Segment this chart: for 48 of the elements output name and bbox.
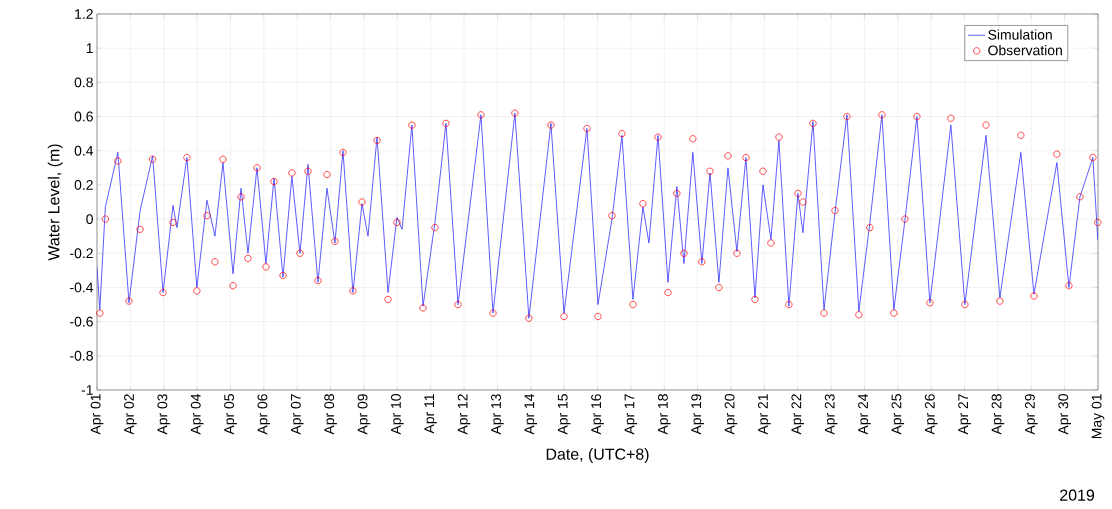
y-tick-label: -1 [81, 385, 93, 395]
x-tick-label: Apr 16 [591, 394, 604, 435]
y-tick-label: -0.2 [70, 248, 93, 259]
x-tick-label: Apr 19 [691, 394, 704, 435]
x-tick-label: Apr 20 [724, 394, 738, 435]
x-tick-label: Apr 25 [891, 394, 905, 435]
y-axis-title: Water Level, (m) [47, 144, 63, 261]
x-axis-title: Date, (UTC+8) [546, 448, 649, 463]
x-tick-label: Apr 05 [224, 394, 237, 435]
x-tick-label: Apr 22 [791, 394, 805, 435]
x-tick-label: Apr 28 [991, 394, 1005, 435]
x-tick-label: Apr 01 [90, 394, 104, 435]
legend-label: Observation [988, 45, 1062, 56]
x-tick-label: Apr 18 [657, 394, 671, 435]
x-tick-label: Apr 17 [624, 394, 638, 435]
y-tick-label: -0.4 [70, 282, 94, 293]
y-tick-label: -0.8 [70, 350, 93, 361]
x-tick-label: Apr 23 [824, 394, 838, 435]
y-tick-label: 0.6 [74, 111, 93, 122]
x-tick-label: Apr 24 [858, 393, 871, 435]
x-tick-label: Apr 13 [491, 394, 504, 435]
x-tick-label: Apr 26 [924, 394, 938, 435]
x-tick-label: Apr 29 [1024, 394, 1038, 435]
text: 2019 [1060, 489, 1095, 501]
x-tick-label: May 01 [1091, 394, 1105, 439]
x-tick-label: Apr 03 [157, 394, 171, 435]
x-tick-label: Apr 09 [357, 394, 371, 435]
x-tick-label: Apr 10 [390, 394, 404, 435]
x-tick-label: Apr 12 [457, 394, 471, 435]
y-tick-label: 1 [86, 43, 93, 53]
x-tick-label: Apr 11 [424, 394, 437, 434]
y-tick-label: 0.2 [74, 179, 93, 190]
x-tick-label: Apr 04 [190, 393, 204, 435]
y-tick-label: 0.8 [74, 77, 93, 88]
x-tick-label: Apr 30 [1058, 394, 1071, 435]
x-tick-label: Apr 14 [524, 393, 538, 435]
y-tick-label: 1.2 [75, 9, 93, 19]
y-tick-label: -0.6 [70, 316, 93, 327]
x-tick-label: Apr 21 [758, 394, 771, 435]
x-tick-label: Apr 02 [124, 394, 137, 435]
y-tick-label: 0 [86, 214, 93, 225]
x-tick-label: Apr 08 [324, 394, 337, 435]
x-tick-label: Apr 07 [290, 394, 304, 435]
x-tick-label: Apr 27 [958, 394, 971, 435]
legend-label: Simulation [988, 29, 1052, 40]
x-tick-label: Apr 15 [557, 394, 571, 435]
y-tick-label: 0.4 [74, 145, 94, 156]
x-tick-label: Apr 06 [257, 394, 271, 435]
